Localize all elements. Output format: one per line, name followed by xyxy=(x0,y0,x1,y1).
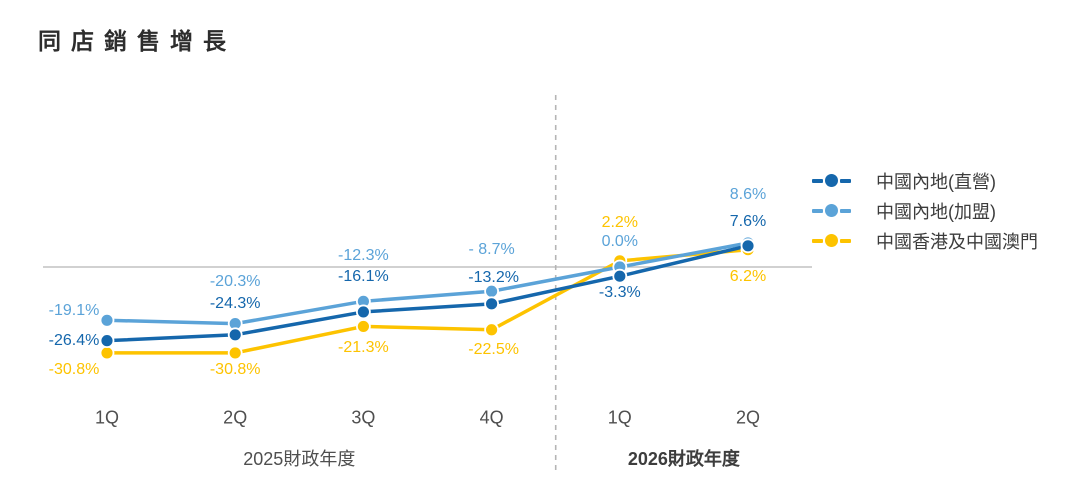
page-title: 同店銷售增長 xyxy=(38,28,236,54)
data-point xyxy=(484,296,500,312)
series-line xyxy=(105,241,750,326)
data-point xyxy=(740,238,756,254)
line-dot-marker-icon xyxy=(812,204,852,217)
data-point xyxy=(355,319,371,334)
series-line xyxy=(105,247,750,355)
data-point xyxy=(355,304,371,320)
series-line xyxy=(105,244,750,343)
legend-item-hk-macau: 中國香港及中國澳門 xyxy=(812,230,1038,252)
data-point xyxy=(484,322,500,338)
legend-label: 中國內地(直營) xyxy=(876,171,996,192)
data-point xyxy=(99,333,115,349)
data-point xyxy=(99,345,115,361)
data-point xyxy=(484,283,500,299)
legend-item-mainland-direct: 中國內地(直營) xyxy=(812,170,1038,192)
legend: 中國內地(直營) 中國內地(加盟) 中國香港及中國澳門 xyxy=(812,170,1038,252)
line-dot-marker-icon xyxy=(812,234,852,247)
legend-label: 中國香港及中國澳門 xyxy=(876,231,1038,252)
line-dot-marker-icon xyxy=(812,174,852,187)
data-point xyxy=(227,345,243,361)
data-point xyxy=(99,312,115,328)
data-point xyxy=(227,327,243,343)
legend-item-mainland-franchise: 中國內地(加盟) xyxy=(812,200,1038,222)
legend-label: 中國內地(加盟) xyxy=(876,201,996,222)
data-point xyxy=(612,268,628,284)
